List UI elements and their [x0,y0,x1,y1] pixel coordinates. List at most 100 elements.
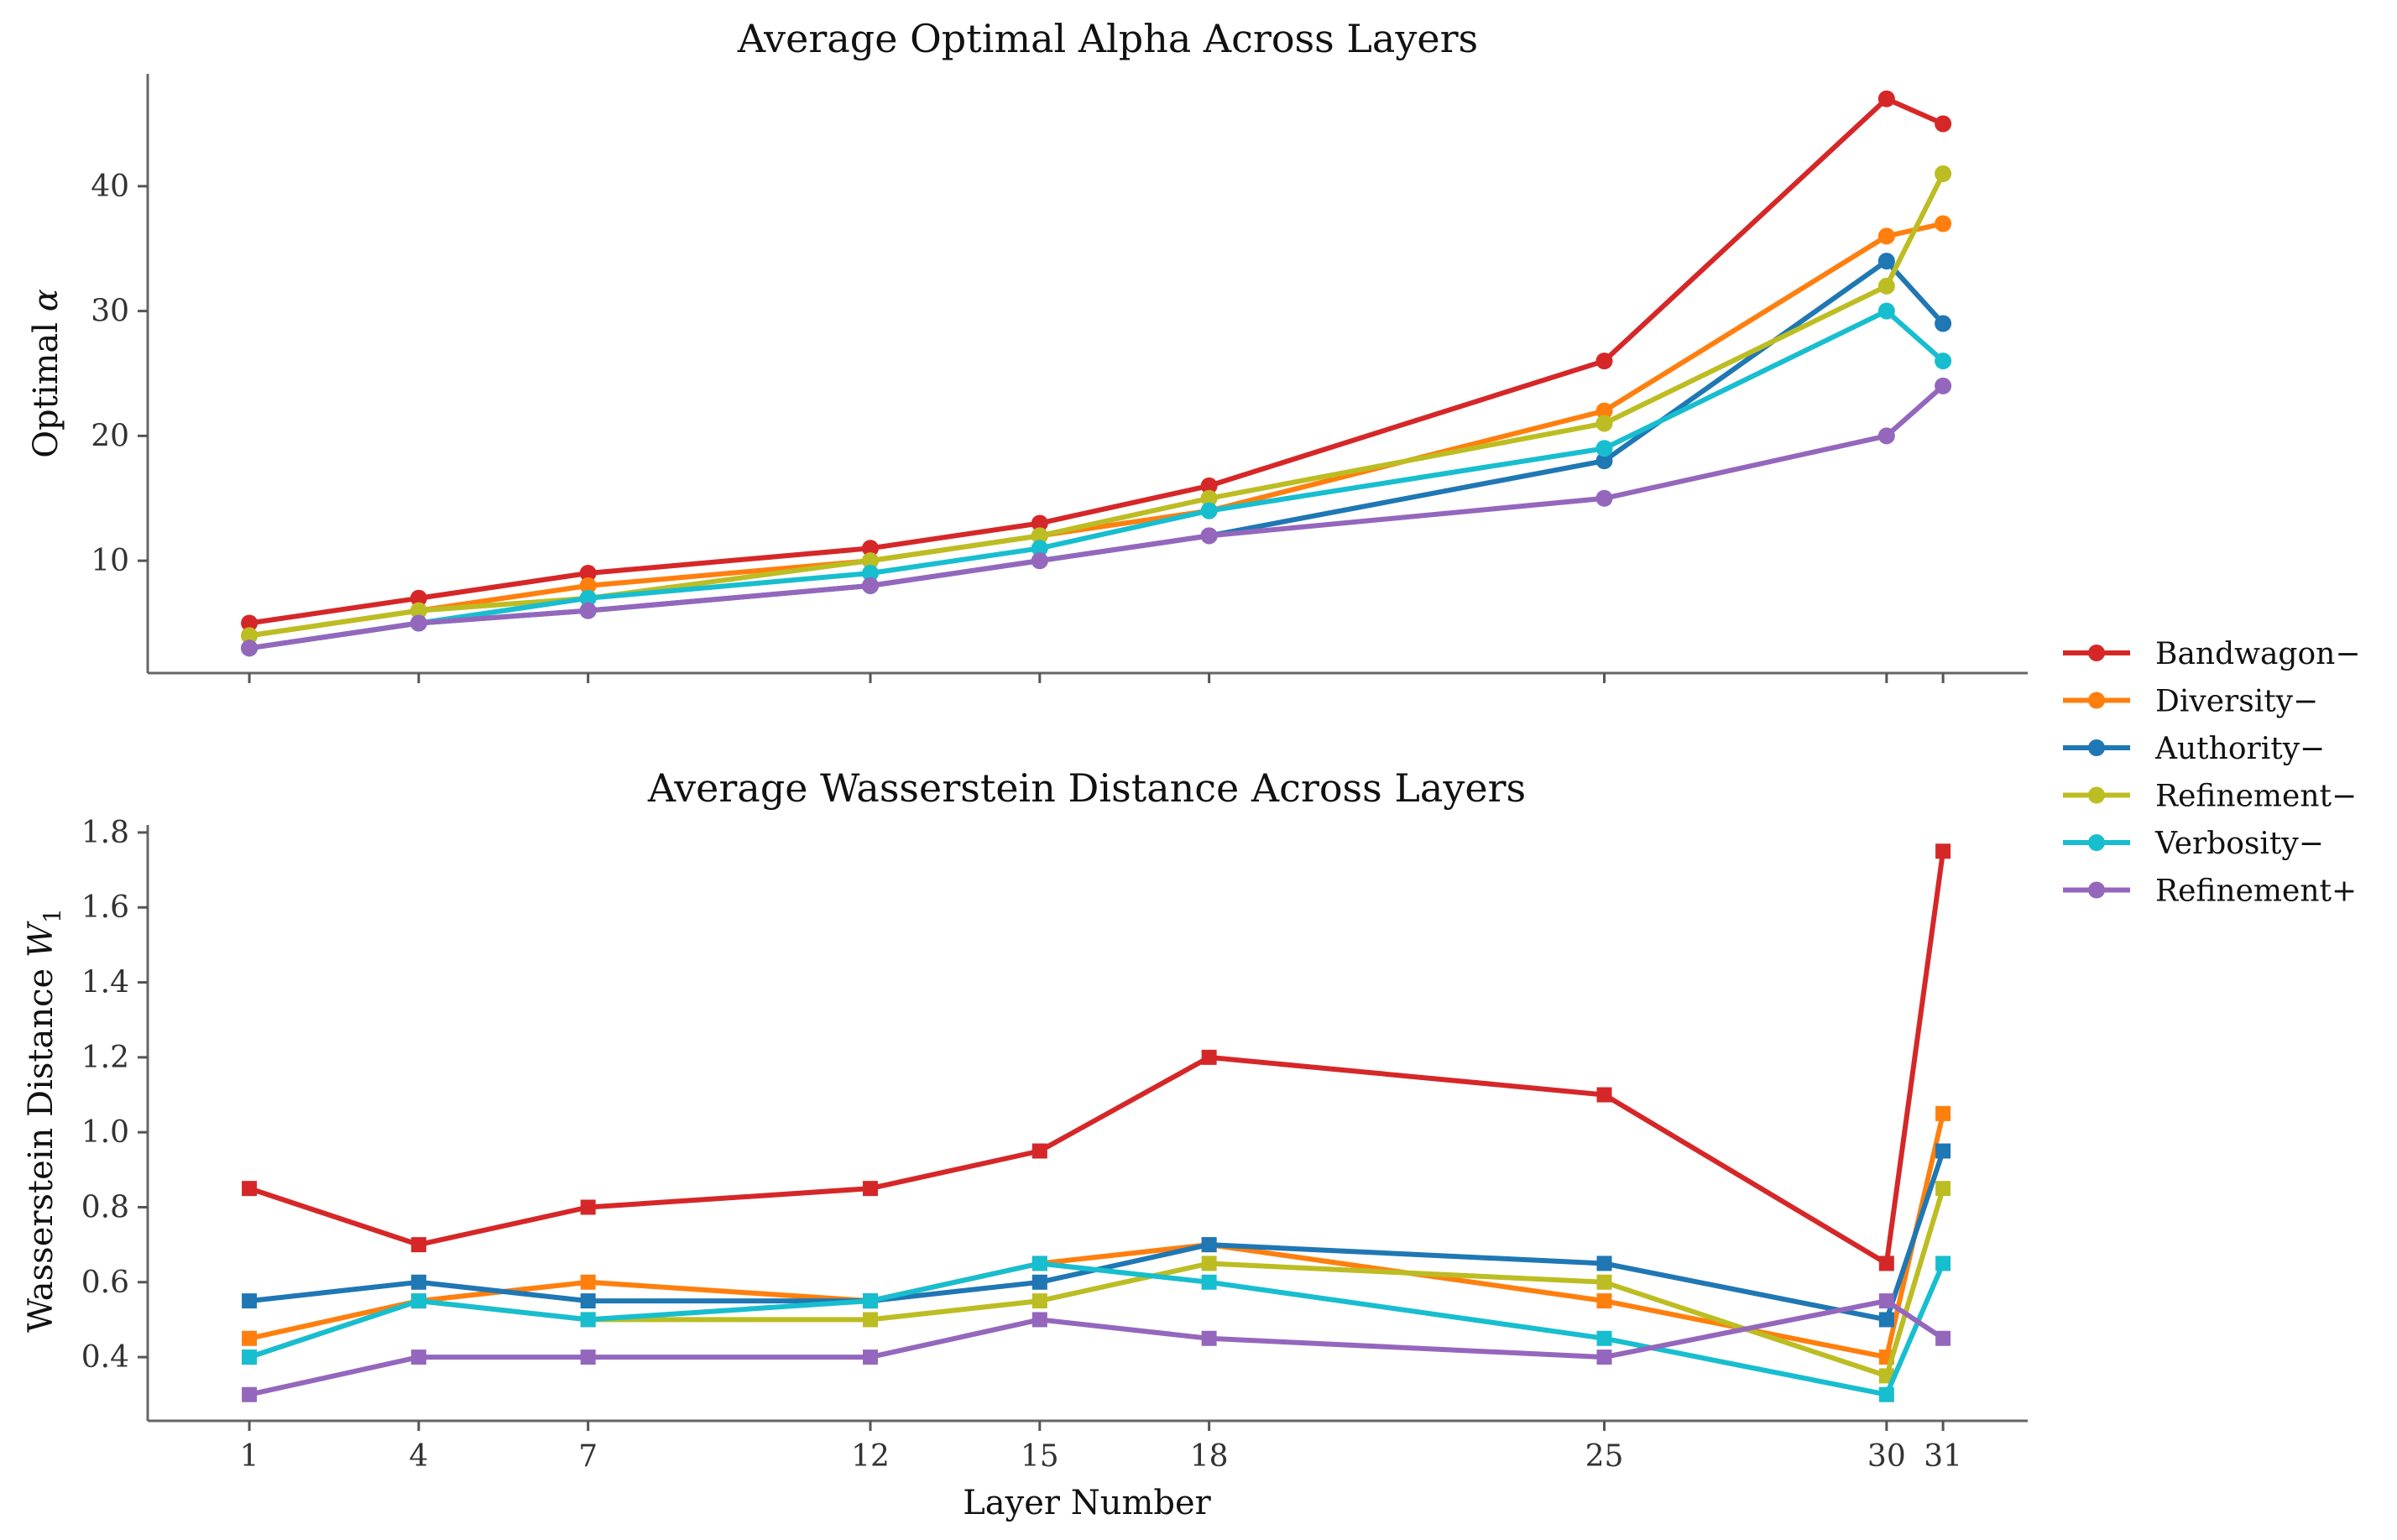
bottom-data-point [242,1386,258,1402]
bottom-x-tick-label: 25 [1585,1439,1624,1474]
top-data-point [1935,377,1952,394]
top-data-point [1031,514,1048,532]
bottom-series-line-refinement-plus [247,1298,1946,1397]
bottom-data-point [1878,1312,1894,1328]
bottom-data-point [1201,1274,1217,1290]
bottom-series-line-verbosity-minus [247,1261,1946,1397]
legend-item-refinement-minus: Refinement− [2063,780,2357,814]
bottom-series-verbosity-minus [242,1255,1951,1402]
bottom-y-axis-label: Wasserstein Distance W1 [22,908,66,1333]
top-data-point [1595,452,1613,470]
bottom-data-point [863,1349,879,1365]
bottom-data-point [580,1312,596,1328]
legend-label: Bandwagon− [2155,637,2361,671]
top-data-point [1595,352,1613,370]
bottom-y-tick-label: 0.6 [81,1266,129,1300]
top-data-point [1877,277,1895,295]
bottom-data-point [580,1199,596,1215]
bottom-y-tick-label: 0.4 [81,1340,129,1375]
bottom-x-tick-label: 31 [1924,1439,1962,1474]
top-y-tick-label: 30 [91,295,129,329]
bottom-data-point [1878,1386,1894,1402]
bottom-data-point [1201,1330,1217,1346]
bottom-data-point [242,1349,258,1365]
bottom-x-tick-label: 7 [578,1439,598,1474]
bottom-chart-title: Average Wasserstein Distance Across Laye… [647,765,1526,811]
top-data-point [862,552,880,570]
bottom-y-tick-label: 1.0 [81,1115,129,1150]
legend-item-diversity-minus: Diversity− [2063,685,2318,719]
top-x-ticks [248,673,1945,683]
bottom-data-point [1596,1349,1612,1365]
bottom-data-point [1596,1087,1612,1103]
top-data-point [579,565,597,582]
top-data-point [1935,115,1952,133]
top-data-point [1595,489,1613,507]
top-series-bandwagon-minus [241,90,1952,632]
top-chart-panel: Average Optimal Alpha Across Layers 10 20… [27,16,2028,683]
legend-item-verbosity-minus: Verbosity− [2063,827,2324,861]
bottom-data-point [1201,1049,1217,1065]
top-data-point [579,577,597,594]
bottom-data-point [1935,843,1951,859]
bottom-series-line-authority-minus [247,1148,1946,1323]
bottom-data-point [1935,1330,1951,1346]
bottom-x-ticks: 1 4 7 12 15 18 25 30 31 [240,1421,1962,1474]
top-data-point [1595,415,1613,432]
bottom-data-point [1201,1237,1217,1253]
bottom-y-tick-label: 0.8 [81,1190,129,1224]
bottom-series-line-diversity-minus [247,1110,1946,1360]
top-y-axis-label: Optimal α [27,289,65,458]
bottom-data-point [1935,1255,1951,1271]
bottom-series-line-bandwagon-minus [247,848,1946,1266]
bottom-data-point [1596,1293,1612,1309]
bottom-x-tick-label: 12 [851,1439,890,1474]
bottom-data-point [410,1274,426,1290]
top-data-point [1031,540,1048,557]
bottom-data-point [410,1349,426,1365]
bottom-data-point [863,1293,879,1309]
top-data-point [1877,427,1895,445]
bottom-x-tick-label: 15 [1021,1439,1059,1474]
legend-item-refinement-plus: Refinement+ [2063,874,2357,909]
bottom-data-point [1031,1312,1047,1328]
top-plot-area [241,90,1952,657]
bottom-y-ticks: 0.4 0.6 0.8 1.0 1.2 1.4 1.6 1.8 [81,816,148,1375]
top-y-tick-label: 10 [91,544,129,578]
bottom-x-axis-label: Layer Number [963,1484,1211,1522]
bottom-data-point [1031,1143,1047,1159]
top-data-point [1935,352,1952,370]
bottom-data-point [1935,1105,1951,1121]
bottom-data-point [1935,1143,1951,1159]
legend-label: Verbosity− [2154,827,2324,861]
bottom-data-point [1031,1255,1047,1271]
top-data-point [241,627,258,645]
bottom-data-point [1031,1293,1047,1309]
bottom-y-tick-label: 1.8 [81,816,129,850]
legend-marker [2088,834,2105,851]
top-data-point [241,614,258,632]
legend-label: Authority− [2154,732,2325,766]
bottom-data-point [1596,1330,1612,1346]
bottom-x-tick-label: 4 [409,1439,428,1474]
top-data-point [1595,440,1613,457]
bottom-data-point [242,1293,258,1309]
bottom-x-tick-label: 18 [1190,1439,1229,1474]
top-data-point [1200,527,1218,545]
top-series-line-authority-minus [247,258,1946,651]
top-data-point [1877,90,1895,107]
top-y-axis-label-text: Optimal [27,311,65,458]
bottom-y-tick-label: 1.4 [81,966,129,1000]
bottom-data-point [1031,1274,1047,1290]
top-data-point [862,565,880,582]
bottom-data-point [1878,1255,1894,1271]
top-data-point [1935,165,1952,182]
bottom-data-point [580,1274,596,1290]
bottom-chart-panel: Average Wasserstein Distance Across Laye… [22,765,2028,1522]
top-y-ticks: 10 20 30 40 [91,170,148,578]
legend-marker [2088,692,2105,709]
top-y-axis-label-symbol: α [27,289,65,311]
legend-marker [2088,881,2105,899]
top-data-point [1200,502,1218,519]
